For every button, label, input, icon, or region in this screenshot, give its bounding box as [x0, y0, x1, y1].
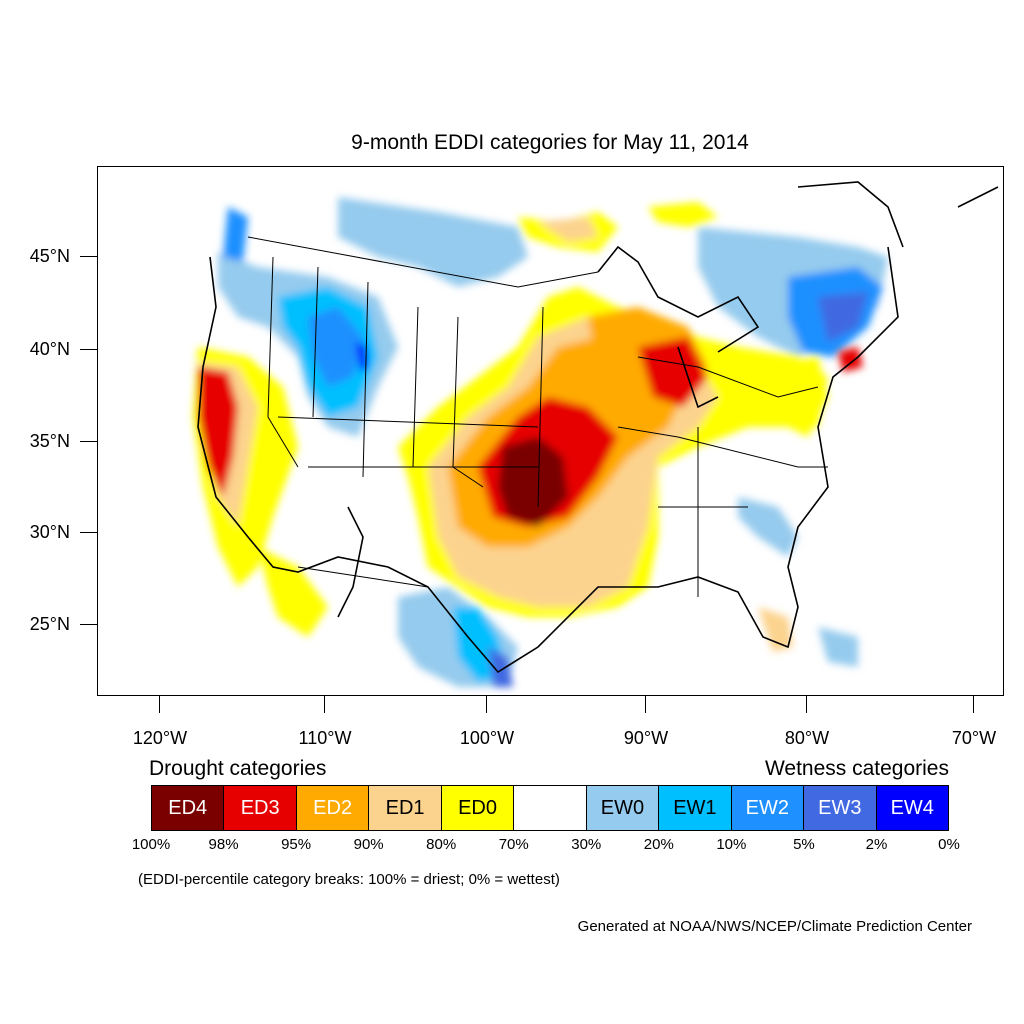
- legend-swatch-ew0: EW0: [586, 786, 660, 830]
- lon-label-70: 70°W: [951, 728, 997, 748]
- lon-tick: [486, 696, 487, 713]
- lat-tick: [80, 349, 97, 350]
- lat-label-40: 40°N: [29, 339, 70, 359]
- wetness-categories-title: Wetness categories: [764, 757, 949, 780]
- lon-tick: [159, 696, 160, 713]
- lon-tick: [973, 696, 974, 713]
- map-plot-area: [97, 166, 1004, 696]
- break-label: 5%: [793, 836, 815, 853]
- break-label: 20%: [643, 836, 674, 853]
- lat-label-35: 35°N: [29, 431, 70, 451]
- break-label: 100%: [131, 836, 171, 853]
- legend-swatch-ed0: ED0: [441, 786, 515, 830]
- lat-label-25: 25°N: [29, 614, 70, 634]
- break-label: 2%: [865, 836, 888, 853]
- boundaries: [247, 236, 828, 597]
- break-label: 90%: [353, 836, 384, 853]
- legend-swatch-ed3: ED3: [224, 786, 297, 830]
- credit-line: Generated at NOAA/NWS/NCEP/Climate Predi…: [577, 918, 972, 935]
- coastlines: [197, 181, 999, 674]
- category-legend: ED4 ED3 ED2 ED1 ED0 EW0 EW1 EW2 EW3 EW4: [151, 785, 949, 831]
- lat-tick: [80, 624, 97, 625]
- drought-categories-title: Drought categories: [149, 757, 327, 780]
- break-label: 70%: [498, 836, 529, 853]
- lon-label-110: 110°W: [298, 728, 352, 748]
- lon-label-80: 80°W: [784, 728, 830, 748]
- wetness-regions: [218, 197, 888, 687]
- legend-swatch-ed1: ED1: [369, 786, 442, 830]
- lon-label-90: 90°W: [623, 728, 669, 748]
- legend-swatch-ew3: EW3: [804, 786, 877, 830]
- map-title: 9-month EDDI categories for May 11, 2014: [351, 131, 749, 154]
- legend-swatch-ed2: ED2: [296, 786, 370, 830]
- lat-tick: [80, 256, 97, 257]
- break-label: 95%: [281, 836, 312, 853]
- legend-swatch-ed4: ED4: [152, 786, 225, 830]
- lon-label-120: 120°W: [132, 728, 188, 748]
- legend-swatch-ew1: EW1: [659, 786, 732, 830]
- break-label: 80%: [426, 836, 457, 853]
- lon-tick: [645, 696, 646, 713]
- lat-tick: [80, 532, 97, 533]
- lon-tick: [806, 696, 807, 713]
- break-label: 98%: [208, 836, 239, 853]
- break-label: 10%: [716, 836, 747, 853]
- drought-regions: [193, 202, 863, 652]
- break-label: 30%: [571, 836, 602, 853]
- legend-swatch-normal: [514, 786, 587, 830]
- lat-label-30: 30°N: [29, 522, 70, 542]
- lat-label-45: 45°N: [29, 246, 70, 266]
- lat-tick: [80, 441, 97, 442]
- lon-label-100: 100°W: [459, 728, 515, 748]
- category-breaks-note: (EDDI-percentile category breaks: 100% =…: [138, 871, 560, 888]
- conus-map: [193, 181, 999, 687]
- legend-swatch-ew4: EW4: [876, 786, 948, 830]
- lon-tick: [324, 696, 325, 713]
- legend-swatch-ew2: EW2: [731, 786, 805, 830]
- break-label: 0%: [938, 836, 960, 853]
